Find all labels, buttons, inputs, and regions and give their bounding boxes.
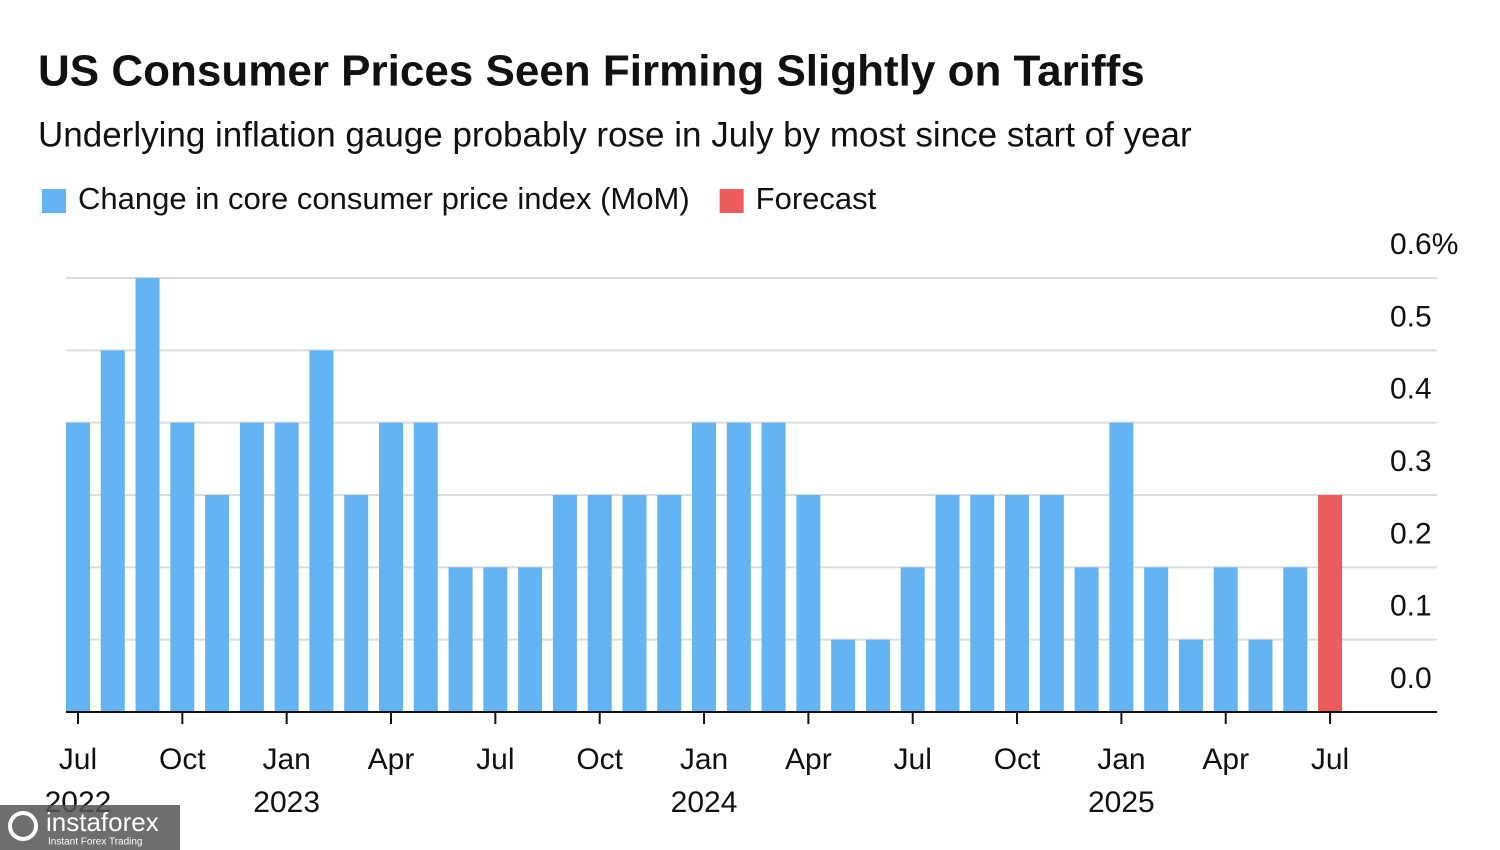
bar <box>865 639 890 712</box>
bar <box>726 422 751 712</box>
bar <box>1109 422 1134 712</box>
x-tick-label: Oct <box>994 743 1041 776</box>
watermark: instaforex Instant Forex Trading <box>0 805 180 850</box>
bar <box>552 495 577 712</box>
x-tick-label: Oct <box>159 743 206 776</box>
x-tick-label: Jul <box>476 743 514 776</box>
bar <box>761 422 786 712</box>
bar <box>692 422 717 712</box>
bar <box>413 422 438 712</box>
y-tick-label: 0.5 <box>1390 300 1432 333</box>
x-tick-label: Jul <box>1311 743 1349 776</box>
bar <box>1213 567 1238 712</box>
x-tick-label: Jan 2024 <box>671 743 738 819</box>
chart-subtitle: Underlying inflation gauge probably rose… <box>38 115 1192 154</box>
legend-swatch <box>719 189 744 213</box>
bar <box>1283 567 1308 712</box>
bar <box>379 422 404 712</box>
bar <box>831 639 856 712</box>
bar <box>170 422 195 712</box>
legend-label: Forecast <box>756 181 877 216</box>
bar <box>935 495 960 712</box>
watermark-tagline: Instant Forex Trading <box>48 837 143 848</box>
watermark-bg <box>0 805 180 850</box>
bar <box>622 495 647 712</box>
bar <box>518 567 543 712</box>
bar <box>483 567 508 712</box>
bar <box>1005 495 1030 712</box>
bar <box>65 422 90 712</box>
bar <box>1318 495 1343 712</box>
y-tick-label: 0.0 <box>1390 662 1432 695</box>
bar <box>1248 639 1273 712</box>
bar <box>900 567 925 712</box>
y-tick-label: 0.2 <box>1390 517 1432 550</box>
bar <box>970 495 995 712</box>
x-tick-label: Jul <box>894 743 932 776</box>
x-tick-label: Apr <box>785 743 832 776</box>
x-tick-label: Jan 2023 <box>253 743 320 819</box>
x-tick-label: Jan 2025 <box>1088 743 1155 819</box>
watermark-logo <box>8 811 38 841</box>
bar <box>205 495 230 712</box>
watermark-brand: instaforex <box>46 807 159 837</box>
bar <box>135 278 160 712</box>
legend-label: Change in core consumer price index (MoM… <box>78 181 690 216</box>
bar <box>344 495 369 712</box>
x-tick-label: Oct <box>576 743 623 776</box>
bar <box>1178 639 1203 712</box>
y-tick-label: 0.4 <box>1390 373 1432 406</box>
bar <box>657 495 682 712</box>
bar <box>1039 495 1064 712</box>
bar <box>100 350 125 712</box>
bar <box>796 495 821 712</box>
x-tick-label: Apr <box>1202 743 1249 776</box>
bar <box>274 422 299 712</box>
chart-title: US Consumer Prices Seen Firming Slightly… <box>38 47 1145 96</box>
bar <box>1144 567 1169 712</box>
bar <box>448 567 473 712</box>
bar <box>1074 567 1099 712</box>
bar <box>239 422 264 712</box>
y-tick-label: 0.3 <box>1390 445 1432 478</box>
y-tick-label: 0.6% <box>1390 228 1458 261</box>
legend-swatch <box>42 189 66 213</box>
bar <box>587 495 612 712</box>
bar <box>309 350 334 712</box>
x-tick-label: Apr <box>368 743 415 776</box>
y-tick-label: 0.1 <box>1390 590 1432 623</box>
